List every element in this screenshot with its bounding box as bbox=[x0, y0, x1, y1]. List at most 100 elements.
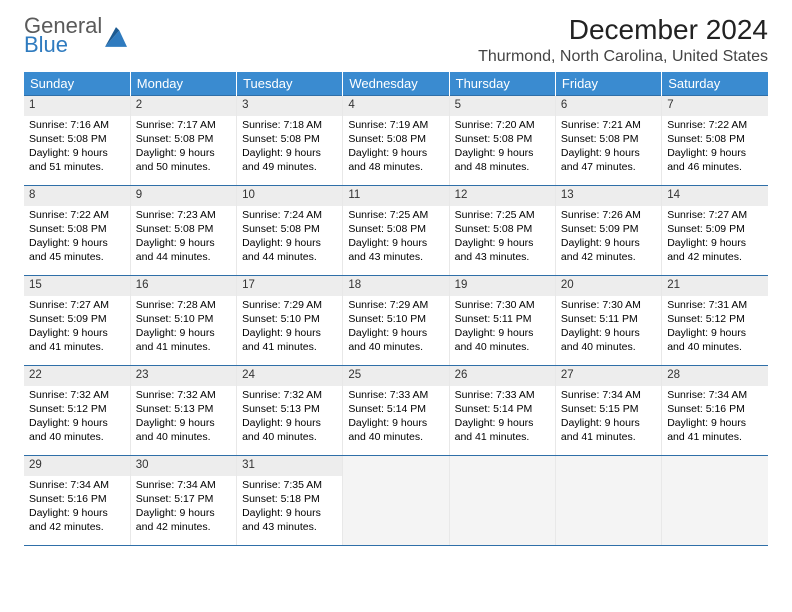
day-number: 29 bbox=[24, 456, 130, 476]
day-number: 27 bbox=[556, 366, 661, 386]
daylight-line: Daylight: 9 hours and 40 minutes. bbox=[136, 416, 231, 444]
sunrise-line: Sunrise: 7:23 AM bbox=[136, 208, 231, 222]
sunset-line: Sunset: 5:08 PM bbox=[29, 222, 125, 236]
sunrise-line: Sunrise: 7:32 AM bbox=[242, 388, 337, 402]
daylight-line: Daylight: 9 hours and 40 minutes. bbox=[455, 326, 550, 354]
day-header: Saturday bbox=[662, 72, 768, 96]
calendar-day-cell: 19Sunrise: 7:30 AMSunset: 5:11 PMDayligh… bbox=[449, 276, 555, 366]
daylight-line: Daylight: 9 hours and 43 minutes. bbox=[455, 236, 550, 264]
daylight-line: Daylight: 9 hours and 40 minutes. bbox=[348, 416, 443, 444]
sunset-line: Sunset: 5:08 PM bbox=[29, 132, 125, 146]
sunrise-line: Sunrise: 7:22 AM bbox=[29, 208, 125, 222]
sunset-line: Sunset: 5:08 PM bbox=[348, 132, 443, 146]
calendar-day-cell: 29Sunrise: 7:34 AMSunset: 5:16 PMDayligh… bbox=[24, 456, 130, 546]
day-number: 18 bbox=[343, 276, 448, 296]
day-number: 14 bbox=[662, 186, 768, 206]
daylight-line: Daylight: 9 hours and 43 minutes. bbox=[348, 236, 443, 264]
daylight-line: Daylight: 9 hours and 41 minutes. bbox=[667, 416, 763, 444]
calendar-day-cell: 4Sunrise: 7:19 AMSunset: 5:08 PMDaylight… bbox=[343, 96, 449, 186]
page-header: General Blue December 2024 Thurmond, Nor… bbox=[24, 14, 768, 66]
sunset-line: Sunset: 5:14 PM bbox=[455, 402, 550, 416]
daylight-line: Daylight: 9 hours and 41 minutes. bbox=[29, 326, 125, 354]
sunrise-line: Sunrise: 7:27 AM bbox=[29, 298, 125, 312]
sunrise-line: Sunrise: 7:27 AM bbox=[667, 208, 763, 222]
sunset-line: Sunset: 5:09 PM bbox=[667, 222, 763, 236]
sunset-line: Sunset: 5:18 PM bbox=[242, 492, 337, 506]
sunrise-line: Sunrise: 7:30 AM bbox=[561, 298, 656, 312]
day-number: 30 bbox=[131, 456, 236, 476]
calendar-day-cell: 20Sunrise: 7:30 AMSunset: 5:11 PMDayligh… bbox=[555, 276, 661, 366]
sunset-line: Sunset: 5:14 PM bbox=[348, 402, 443, 416]
sunset-line: Sunset: 5:10 PM bbox=[242, 312, 337, 326]
day-header: Wednesday bbox=[343, 72, 449, 96]
day-number: 16 bbox=[131, 276, 236, 296]
calendar-day-cell: 14 Sunrise: 7:27 AMSunset: 5:09 PMDayligh… bbox=[662, 186, 768, 276]
day-header: Tuesday bbox=[237, 72, 343, 96]
daylight-line: Daylight: 9 hours and 40 minutes. bbox=[348, 326, 443, 354]
day-header: Monday bbox=[130, 72, 236, 96]
calendar-day-cell: 11Sunrise: 7:25 AMSunset: 5:08 PMDayligh… bbox=[343, 186, 449, 276]
daylight-line: Daylight: 9 hours and 42 minutes. bbox=[667, 236, 763, 264]
daylight-line: Daylight: 9 hours and 51 minutes. bbox=[29, 146, 125, 174]
calendar-week: 22Sunrise: 7:32 AMSunset: 5:12 PMDayligh… bbox=[24, 366, 768, 456]
calendar-day-cell: . bbox=[449, 456, 555, 546]
sunset-line: Sunset: 5:13 PM bbox=[242, 402, 337, 416]
daylight-line: Daylight: 9 hours and 50 minutes. bbox=[136, 146, 231, 174]
daylight-line: Daylight: 9 hours and 41 minutes. bbox=[561, 416, 656, 444]
sunrise-line: Sunrise: 7:34 AM bbox=[667, 388, 763, 402]
calendar-location: Thurmond, North Carolina, United States bbox=[478, 48, 768, 66]
calendar-day-cell: 22Sunrise: 7:32 AMSunset: 5:12 PMDayligh… bbox=[24, 366, 130, 456]
sunset-line: Sunset: 5:17 PM bbox=[136, 492, 231, 506]
sunset-line: Sunset: 5:08 PM bbox=[561, 132, 656, 146]
sunrise-line: Sunrise: 7:16 AM bbox=[29, 118, 125, 132]
calendar-day-cell: 3Sunrise: 7:18 AMSunset: 5:08 PMDaylight… bbox=[237, 96, 343, 186]
day-number: 19 bbox=[450, 276, 555, 296]
sunrise-line: Sunrise: 7:28 AM bbox=[136, 298, 231, 312]
calendar-day-cell: 17Sunrise: 7:29 AMSunset: 5:10 PMDayligh… bbox=[237, 276, 343, 366]
calendar-day-cell: 26Sunrise: 7:33 AMSunset: 5:14 PMDayligh… bbox=[449, 366, 555, 456]
sunrise-line: Sunrise: 7:21 AM bbox=[561, 118, 656, 132]
day-number: 12 bbox=[450, 186, 555, 206]
day-number: 4 bbox=[343, 96, 448, 116]
day-number: 20 bbox=[556, 276, 661, 296]
daylight-line: Daylight: 9 hours and 41 minutes. bbox=[242, 326, 337, 354]
calendar-day-cell: 5Sunrise: 7:20 AMSunset: 5:08 PMDaylight… bbox=[449, 96, 555, 186]
day-number: 6 bbox=[556, 96, 661, 116]
day-number: 23 bbox=[131, 366, 236, 386]
sunrise-line: Sunrise: 7:25 AM bbox=[455, 208, 550, 222]
calendar-day-cell: 15Sunrise: 7:27 AMSunset: 5:09 PMDayligh… bbox=[24, 276, 130, 366]
sunrise-line: Sunrise: 7:17 AM bbox=[136, 118, 231, 132]
calendar-day-cell: 18Sunrise: 7:29 AMSunset: 5:10 PMDayligh… bbox=[343, 276, 449, 366]
sunset-line: Sunset: 5:09 PM bbox=[561, 222, 656, 236]
sunset-line: Sunset: 5:16 PM bbox=[29, 492, 125, 506]
daylight-line: Daylight: 9 hours and 44 minutes. bbox=[136, 236, 231, 264]
daylight-line: Daylight: 9 hours and 42 minutes. bbox=[561, 236, 656, 264]
calendar-day-cell: 1 Sunrise: 7:16 AMSunset: 5:08 PMDaylight… bbox=[24, 96, 130, 186]
day-header: Sunday bbox=[24, 72, 130, 96]
calendar-table: Sunday Monday Tuesday Wednesday Thursday… bbox=[24, 72, 768, 546]
daylight-line: Daylight: 9 hours and 40 minutes. bbox=[242, 416, 337, 444]
day-number: 31 bbox=[237, 456, 342, 476]
day-number: 1 bbox=[24, 96, 130, 116]
calendar-day-cell: 9Sunrise: 7:23 AMSunset: 5:08 PMDaylight… bbox=[130, 186, 236, 276]
logo-triangle-icon bbox=[105, 27, 127, 47]
sunrise-line: Sunrise: 7:34 AM bbox=[29, 478, 125, 492]
day-number: 26 bbox=[450, 366, 555, 386]
day-number: 3 bbox=[237, 96, 342, 116]
sunrise-line: Sunrise: 7:29 AM bbox=[348, 298, 443, 312]
day-header-row: Sunday Monday Tuesday Wednesday Thursday… bbox=[24, 72, 768, 96]
sunrise-line: Sunrise: 7:25 AM bbox=[348, 208, 443, 222]
daylight-line: Daylight: 9 hours and 42 minutes. bbox=[136, 506, 231, 534]
sunset-line: Sunset: 5:08 PM bbox=[455, 222, 550, 236]
calendar-week: 15Sunrise: 7:27 AMSunset: 5:09 PMDayligh… bbox=[24, 276, 768, 366]
daylight-line: Daylight: 9 hours and 41 minutes. bbox=[136, 326, 231, 354]
day-number: 5 bbox=[450, 96, 555, 116]
logo-text-line2: Blue bbox=[24, 33, 102, 56]
calendar-week: 29 Sunrise: 7:34 AMSunset: 5:16 PM Dayligh… bbox=[24, 456, 768, 546]
day-number: 21 bbox=[662, 276, 768, 296]
sunrise-line: Sunrise: 7:31 AM bbox=[667, 298, 763, 312]
sunset-line: Sunset: 5:08 PM bbox=[455, 132, 550, 146]
sunrise-line: Sunrise: 7:20 AM bbox=[455, 118, 550, 132]
sunrise-line: Sunrise: 7:32 AM bbox=[136, 388, 231, 402]
day-header: Friday bbox=[555, 72, 661, 96]
